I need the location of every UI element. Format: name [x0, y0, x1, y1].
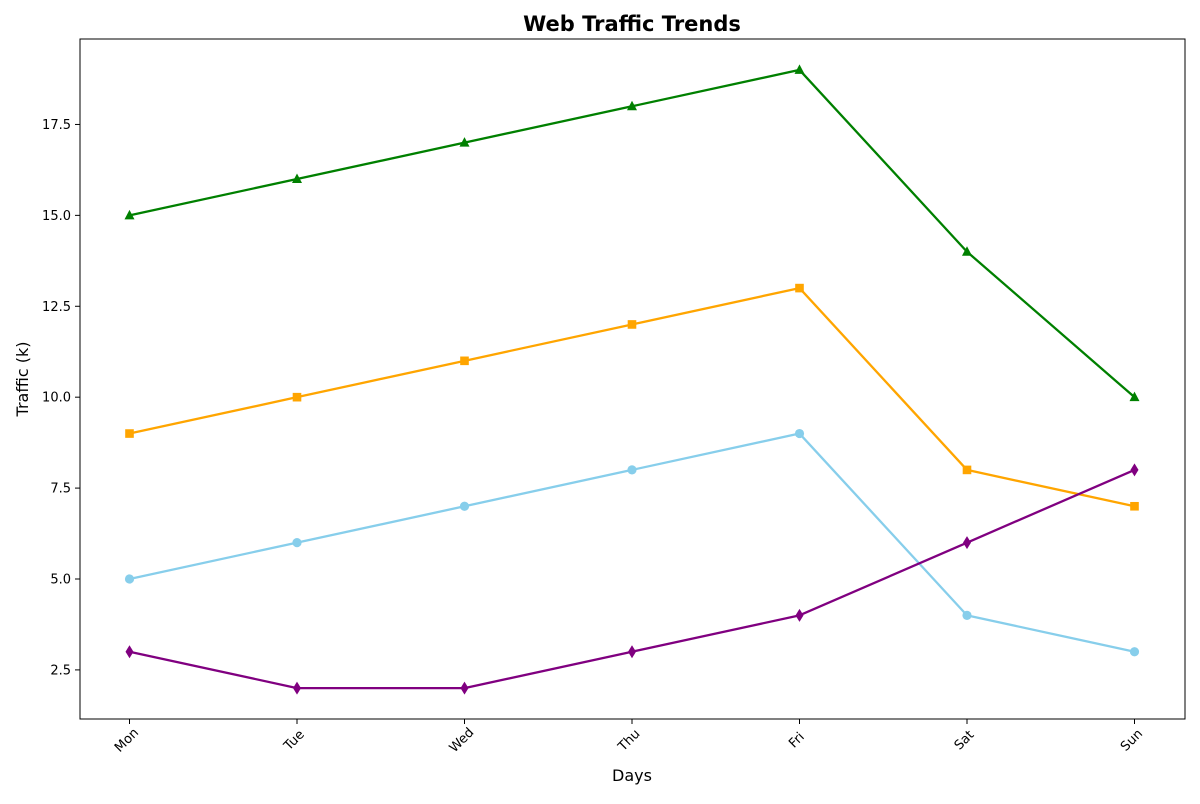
data-point-circle [124, 574, 135, 584]
data-point-circle [962, 610, 972, 620]
data-point-square [795, 283, 804, 293]
y-tick-label: 5.0 [50, 573, 71, 588]
data-point-triangle [794, 64, 805, 74]
data-point-diamond [293, 681, 301, 695]
data-point-square [1130, 501, 1139, 511]
data-point-circle [292, 538, 302, 548]
data-point-circle [459, 501, 470, 511]
x-axis-label: Days [612, 766, 652, 785]
data-point-circle [794, 428, 805, 439]
data-point-diamond [963, 536, 971, 550]
chart-title: Web Traffic Trends [523, 12, 741, 36]
data-point-triangle [292, 173, 302, 183]
data-point-diamond [795, 608, 804, 622]
y-tick-label: 17.5 [42, 118, 71, 133]
data-point-square [962, 465, 972, 475]
y-tick-label: 15.0 [42, 209, 71, 224]
data-point-triangle [627, 100, 637, 111]
data-point-triangle [962, 246, 972, 256]
y-tick-label: 7.5 [50, 482, 71, 497]
data-point-diamond [628, 645, 636, 659]
data-point-square [460, 356, 469, 366]
data-point-diamond [1130, 463, 1139, 477]
y-tick-label: 2.5 [50, 663, 71, 678]
y-tick-label: 10.0 [42, 391, 71, 406]
data-point-circle [1129, 647, 1140, 657]
data-point-triangle [124, 209, 135, 220]
y-axis-label: Traffic (k) [13, 342, 32, 418]
data-point-diamond [125, 645, 134, 659]
data-point-square [125, 429, 134, 438]
data-point-square [627, 320, 637, 329]
data-point-triangle [459, 137, 470, 147]
data-point-triangle [1129, 391, 1140, 402]
data-point-square [292, 392, 302, 402]
y-tick-label: 12.5 [42, 300, 71, 315]
data-point-circle [627, 465, 637, 475]
data-point-diamond [460, 681, 469, 695]
